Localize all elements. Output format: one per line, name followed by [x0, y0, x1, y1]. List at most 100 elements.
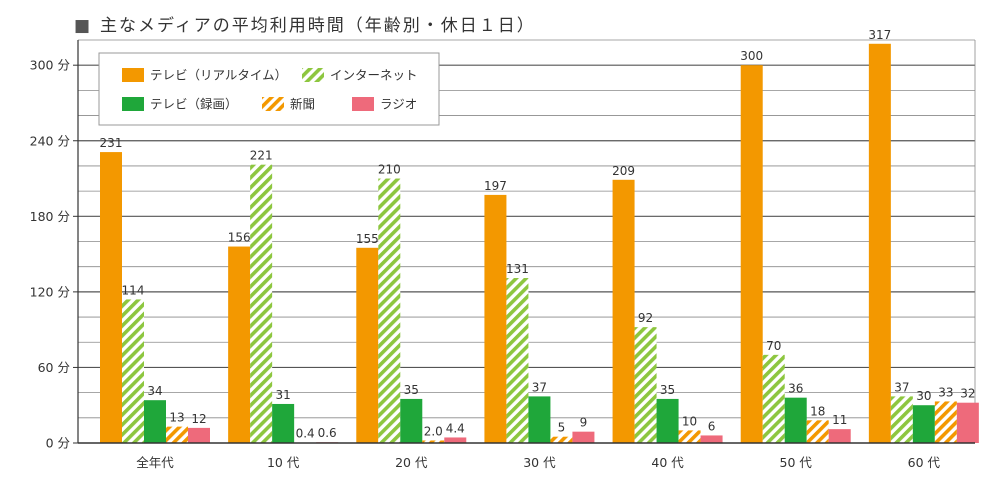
bar [144, 400, 166, 443]
bar [166, 426, 188, 443]
y-tick-label: 240 分 [30, 133, 70, 148]
bar-value-label: 30 [916, 389, 931, 403]
bar [444, 437, 467, 443]
legend-swatch [122, 68, 144, 82]
bar-value-label: 70 [766, 339, 781, 353]
bar [762, 354, 785, 443]
bar-value-label: 0.4 [296, 426, 315, 440]
bar [378, 178, 401, 443]
bar [784, 397, 807, 443]
bar [700, 435, 723, 443]
bar-value-label: 210 [378, 163, 401, 177]
bar-value-label: 33 [938, 385, 953, 399]
bar-value-label: 92 [638, 311, 653, 325]
bar [912, 405, 935, 443]
bar-value-label: 209 [612, 164, 635, 178]
x-tick-label: 全年代 [136, 455, 174, 470]
x-tick-label: 30 代 [523, 455, 556, 470]
bar-value-label: 11 [832, 413, 847, 427]
bar-value-label: 155 [356, 232, 379, 246]
legend-swatch [262, 97, 284, 111]
bar-value-label: 10 [682, 414, 697, 428]
bar [550, 436, 573, 443]
bar-value-label: 156 [228, 231, 251, 245]
bar-value-label: 131 [506, 262, 529, 276]
bar-value-label: 114 [122, 283, 145, 297]
bar [100, 152, 122, 443]
bar [656, 398, 679, 443]
chart-title-text: 主なメディアの平均利用時間（年齢別・休日１日） [100, 15, 536, 36]
bar-value-label: 35 [404, 383, 419, 397]
bar [250, 164, 273, 443]
bar-value-label: 5 [558, 421, 566, 435]
x-tick-label: 60 代 [908, 455, 941, 470]
legend-swatch [352, 97, 374, 111]
bar-value-label: 37 [894, 380, 909, 394]
bar [828, 429, 851, 443]
legend-label: ラジオ [380, 97, 417, 112]
bar [528, 396, 551, 443]
bar-value-label: 231 [100, 136, 123, 150]
x-tick-label: 40 代 [651, 455, 684, 470]
bar-value-label: 4.4 [446, 421, 465, 435]
bar-value-label: 0.6 [318, 426, 337, 440]
y-tick-label: 0 分 [46, 436, 70, 451]
bar-value-label: 35 [660, 383, 675, 397]
legend-swatch [122, 97, 144, 111]
bar-value-label: 317 [868, 28, 891, 42]
bar [934, 401, 957, 443]
bar-labels: 231 114 34 13 12 156 221 31 0.4 0.6 155 210 35 2.0 4.4… [100, 28, 976, 441]
bar [356, 247, 379, 443]
y-tick-label: 120 分 [30, 284, 70, 299]
bar [868, 43, 891, 443]
x-tick-label: 20 代 [395, 455, 428, 470]
bar-value-label: 6 [708, 419, 716, 433]
y-tick-label: 180 分 [30, 209, 70, 224]
bar [484, 194, 507, 443]
legend-label: テレビ（録画） [150, 97, 238, 112]
bar [634, 327, 657, 443]
bar-value-label: 12 [191, 412, 206, 426]
bar-value-label: 2.0 [424, 424, 443, 438]
legend-box [98, 52, 440, 126]
bar-value-label: 37 [532, 380, 547, 394]
bar [678, 430, 701, 443]
bar-value-label: 221 [250, 149, 273, 163]
chart-title: ■ 主なメディアの平均利用時間（年齢別・休日１日） [74, 15, 536, 36]
x-axis: 全年代 10 代 20 代 30 代 40 代 50 代 60 代 [78, 442, 975, 470]
bar-value-label: 300 [740, 49, 763, 63]
bar [122, 299, 144, 443]
bar-value-label: 31 [276, 388, 291, 402]
legend-label: 新聞 [290, 97, 315, 112]
bar-value-label: 32 [960, 387, 975, 401]
bar [272, 403, 295, 443]
bar [890, 396, 913, 443]
x-tick-label: 10 代 [267, 455, 300, 470]
bar-value-label: 197 [484, 179, 507, 193]
y-tick-label: 300 分 [30, 58, 70, 73]
bar [506, 278, 529, 443]
bar [806, 420, 829, 443]
y-tick-label: 60 分 [38, 360, 70, 375]
bars [100, 43, 979, 443]
legend-label: テレビ（リアルタイム） [150, 68, 287, 83]
bar [188, 427, 210, 443]
bar [612, 179, 635, 443]
legend-swatch [302, 68, 324, 82]
legend-label: インターネット [330, 68, 418, 83]
bar-value-label: 18 [810, 404, 825, 418]
x-tick-label: 50 代 [780, 455, 813, 470]
bar-value-label: 9 [580, 416, 588, 430]
bar [228, 246, 251, 443]
bar [400, 398, 423, 443]
bar-value-label: 34 [147, 384, 162, 398]
bar-value-label: 13 [169, 411, 184, 425]
y-axis: 0 分 60 分 120 分 180 分 240 分 300 分 [30, 40, 79, 451]
bar [572, 431, 595, 443]
title-marker: ■ [74, 16, 90, 36]
bar-value-label: 36 [788, 382, 803, 396]
bar [956, 402, 979, 443]
bar [740, 65, 763, 443]
